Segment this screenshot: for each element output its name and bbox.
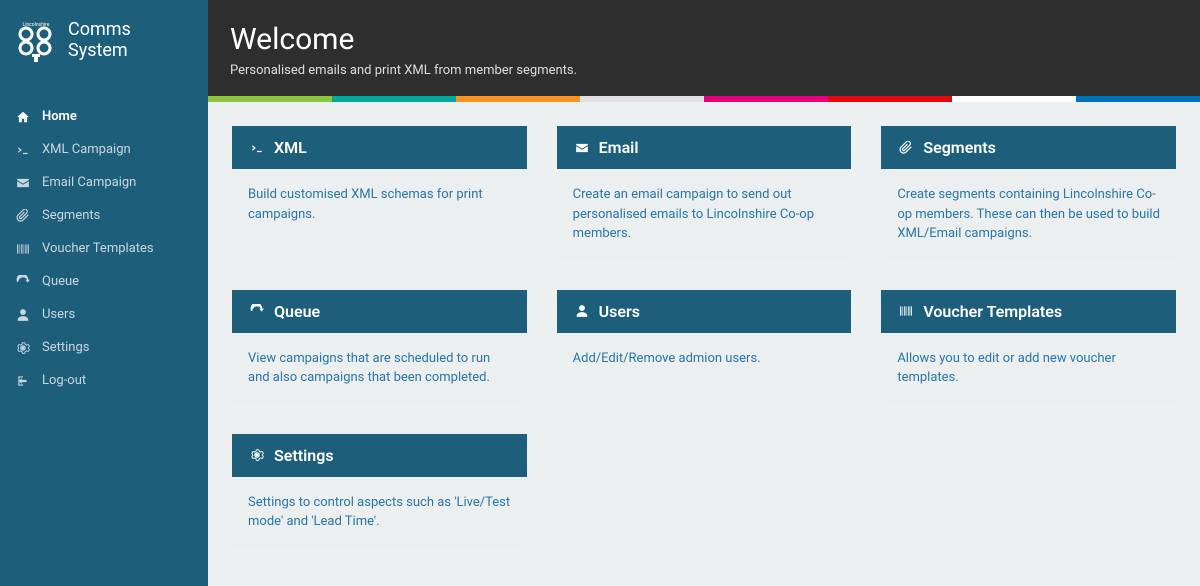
card-segments[interactable]: Segments Create segments containing Linco… <box>881 126 1176 260</box>
home-icon <box>14 110 32 124</box>
gear-icon <box>14 341 32 355</box>
card-link[interactable]: Settings to control aspects such as 'Liv… <box>248 495 510 530</box>
sidebar-item-label: Email Campaign <box>42 175 136 190</box>
coop-logo-icon: Lincolnshire <box>14 18 58 62</box>
card-header: Segments <box>881 126 1176 169</box>
card-header: Voucher Templates <box>881 290 1176 333</box>
paperclip-icon <box>14 209 32 223</box>
card-header: Email <box>557 126 852 169</box>
sidebar-item-segments[interactable]: Segments <box>0 199 208 232</box>
card-link[interactable]: Build customised XML schemas for print c… <box>248 187 483 222</box>
sidebar-item-label: Segments <box>42 208 100 223</box>
card-link[interactable]: View campaigns that are scheduled to run… <box>248 351 490 386</box>
sidebar-item-log-out[interactable]: Log-out <box>0 364 208 397</box>
user-icon <box>14 308 32 322</box>
user-icon <box>573 304 591 318</box>
card-header: XML <box>232 126 527 169</box>
sidebar-item-label: Home <box>42 109 77 124</box>
terminal-icon <box>14 143 32 157</box>
page-header: Welcome Personalised emails and print XM… <box>208 0 1200 96</box>
card-link[interactable]: Allows you to edit or add new voucher te… <box>897 351 1116 386</box>
card-body: Create an email campaign to send out per… <box>557 169 852 260</box>
sidebar-nav: Home XML Campaign Email Campaign Segments Vo… <box>0 100 208 397</box>
sidebar-item-queue[interactable]: Queue <box>0 265 208 298</box>
card-voucher-templates[interactable]: Voucher Templates Allows you to edit or a… <box>881 290 1176 404</box>
card-title: Voucher Templates <box>923 302 1062 321</box>
card-link[interactable]: Create segments containing Lincolnshire … <box>897 187 1160 241</box>
card-queue[interactable]: Queue View campaigns that are scheduled t… <box>232 290 527 404</box>
main: Welcome Personalised emails and print XM… <box>208 0 1200 586</box>
sidebar-item-users[interactable]: Users <box>0 298 208 331</box>
card-link[interactable]: Create an email campaign to send out per… <box>573 187 814 241</box>
card-body: Allows you to edit or add new voucher te… <box>881 333 1176 404</box>
sidebar-item-label: Voucher Templates <box>42 241 154 256</box>
brand-title: Comms System <box>68 19 194 61</box>
card-body: View campaigns that are scheduled to run… <box>232 333 527 404</box>
paperclip-icon <box>897 141 915 155</box>
logo-area: Lincolnshire Comms System <box>0 0 208 80</box>
card-body: Add/Edit/Remove admion users. <box>557 333 852 385</box>
sidebar-item-email-campaign[interactable]: Email Campaign <box>0 166 208 199</box>
card-grid: XML Build customised XML schemas for prin… <box>208 102 1200 572</box>
page-subtitle: Personalised emails and print XML from m… <box>230 63 1178 78</box>
terminal-icon <box>248 141 266 155</box>
envelope-icon <box>573 141 591 155</box>
card-link[interactable]: Add/Edit/Remove admion users. <box>573 351 761 366</box>
card-title: Settings <box>274 446 334 465</box>
card-header: Queue <box>232 290 527 333</box>
envelope-icon <box>14 176 32 190</box>
card-header: Users <box>557 290 852 333</box>
sidebar: Lincolnshire Comms System Home XML Campai… <box>0 0 208 586</box>
barcode-icon <box>897 304 915 318</box>
card-body: Settings to control aspects such as 'Liv… <box>232 477 527 548</box>
sidebar-item-label: Queue <box>42 274 79 289</box>
sidebar-item-label: XML Campaign <box>42 142 131 157</box>
sidebar-item-label: Log-out <box>42 373 86 388</box>
barcode-icon <box>14 242 32 256</box>
page-title: Welcome <box>230 22 1178 57</box>
gear-icon <box>248 448 266 462</box>
refresh-icon <box>14 275 32 289</box>
card-body: Create segments containing Lincolnshire … <box>881 169 1176 260</box>
sidebar-item-voucher-templates[interactable]: Voucher Templates <box>0 232 208 265</box>
refresh-icon <box>248 304 266 318</box>
card-body: Build customised XML schemas for print c… <box>232 169 527 240</box>
sidebar-item-label: Settings <box>42 340 89 355</box>
card-title: Queue <box>274 302 320 321</box>
card-title: Segments <box>923 138 996 157</box>
card-xml[interactable]: XML Build customised XML schemas for prin… <box>232 126 527 260</box>
card-title: XML <box>274 138 307 157</box>
sidebar-item-settings[interactable]: Settings <box>0 331 208 364</box>
sidebar-item-label: Users <box>42 307 75 322</box>
card-settings[interactable]: Settings Settings to control aspects such… <box>232 434 527 548</box>
logout-icon <box>14 374 32 388</box>
card-title: Email <box>599 138 639 157</box>
sidebar-item-home[interactable]: Home <box>0 100 208 133</box>
sidebar-item-xml-campaign[interactable]: XML Campaign <box>0 133 208 166</box>
card-email[interactable]: Email Create an email campaign to send ou… <box>557 126 852 260</box>
card-title: Users <box>599 302 640 321</box>
card-header: Settings <box>232 434 527 477</box>
card-users[interactable]: Users Add/Edit/Remove admion users. <box>557 290 852 404</box>
